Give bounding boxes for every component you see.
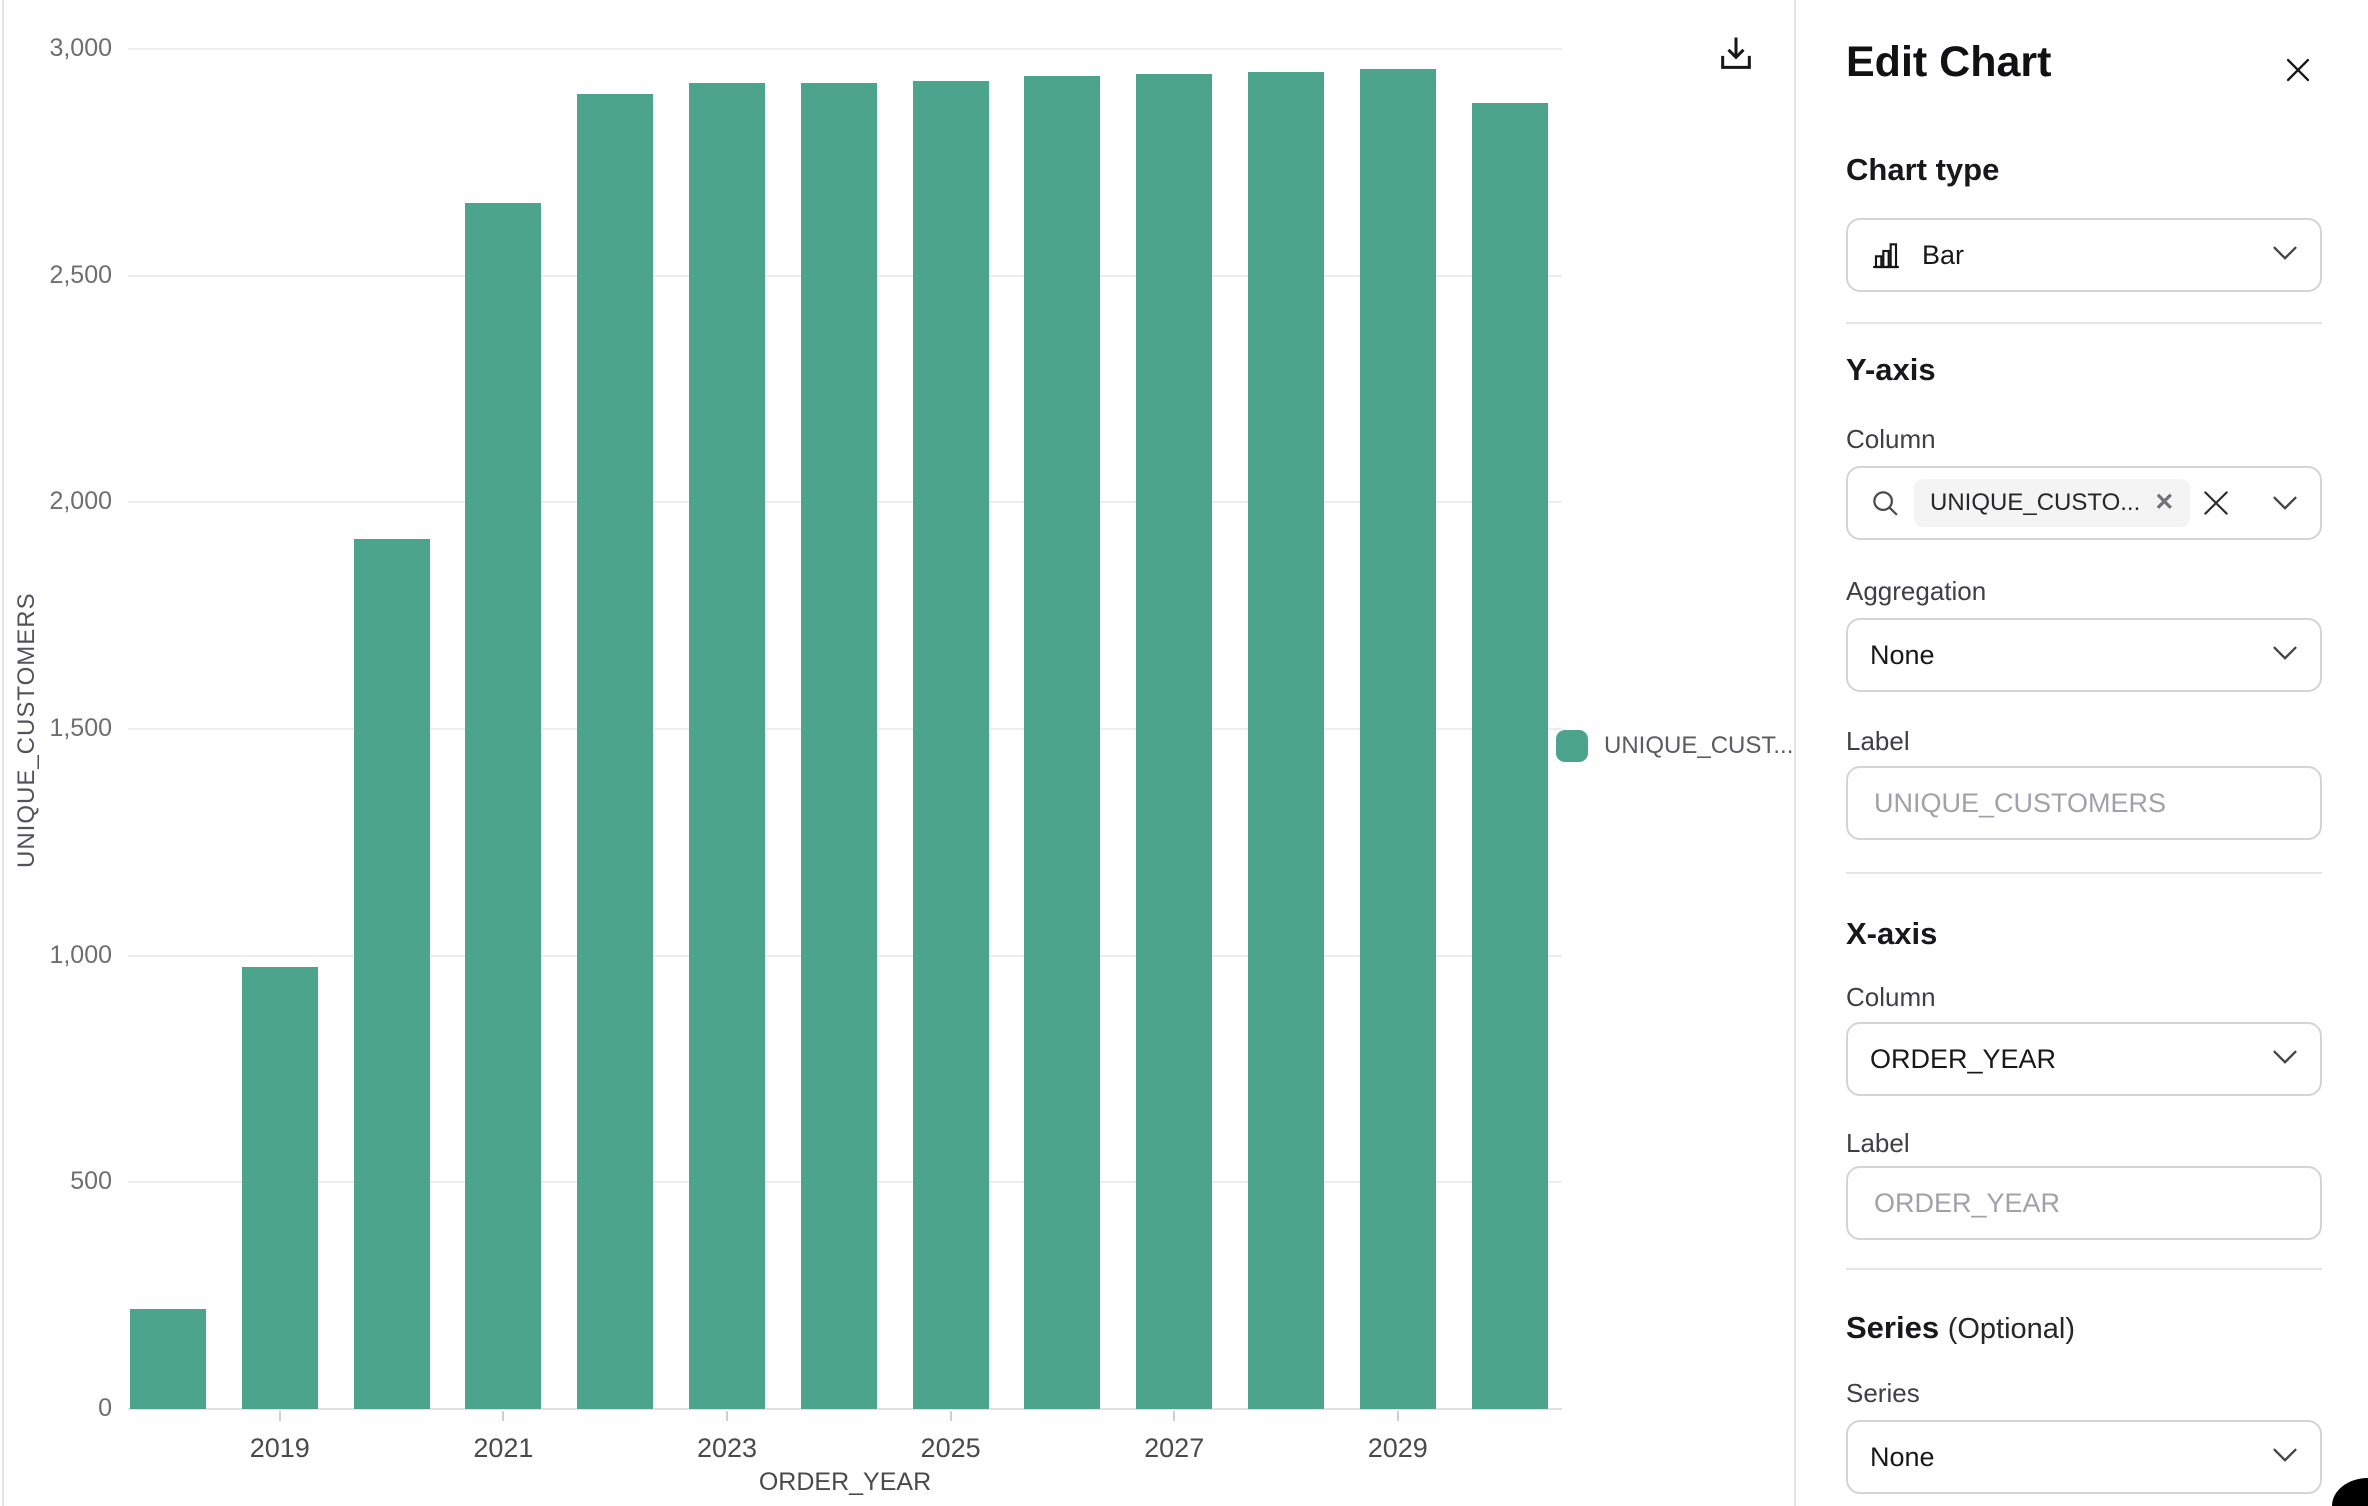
bar-2021 — [465, 203, 542, 1409]
bar-2024 — [800, 83, 877, 1409]
search-icon — [1870, 488, 1900, 518]
section-divider — [1846, 872, 2322, 874]
bar-2018 — [130, 1309, 206, 1409]
x-tick-2023 — [726, 1411, 728, 1421]
y-column-combobox[interactable]: UNIQUE_CUSTO... ✕ — [1846, 466, 2322, 540]
series-label: Series — [1846, 1378, 1920, 1408]
bar-2025 — [912, 80, 989, 1409]
series-heading-suffix: (Optional) — [1947, 1313, 2076, 1345]
x-tick-label-2029: 2029 — [1367, 1433, 1428, 1463]
series-select[interactable]: None — [1846, 1420, 2322, 1494]
bar-2027 — [1136, 73, 1213, 1409]
y-tick-label-1500: 1,500 — [49, 714, 112, 742]
y-tick-label-2000: 2,000 — [49, 487, 112, 516]
x-tick-label-2019: 2019 — [249, 1433, 310, 1463]
chart-type-select[interactable]: Bar — [1846, 218, 2322, 292]
chart-type-value: Bar — [1922, 239, 1965, 270]
bar-2026 — [1024, 76, 1101, 1409]
x-column-select[interactable]: ORDER_YEAR — [1846, 1022, 2322, 1096]
y-axis-heading: Y-axis — [1846, 352, 1936, 387]
x-tick-2027 — [1173, 1411, 1176, 1421]
x-axis-title: ORDER_YEAR — [758, 1468, 932, 1496]
aggregation-label: Aggregation — [1846, 576, 1987, 606]
y-tick-label-500: 500 — [70, 1167, 112, 1196]
left-edge-divider — [2, 0, 4, 1506]
y-tick-label-3000: 3,000 — [49, 34, 112, 62]
y-column-label: Column — [1846, 424, 1936, 454]
bar-2023 — [689, 83, 765, 1409]
y-label-label: Label — [1846, 726, 1910, 756]
bar-2019 — [241, 967, 318, 1409]
panel-title: Edit Chart — [1846, 38, 2052, 86]
x-tick-label-2023: 2023 — [696, 1433, 758, 1463]
bar-2029 — [1359, 69, 1436, 1409]
series-heading: Series (Optional) — [1846, 1310, 2075, 1346]
y-tick-label-2500: 2,500 — [49, 260, 112, 289]
bar-chart: UNIQUE_CUSTOMERS 0 500 1,000 1,500 2,000 2,50… — [13, 26, 1793, 1496]
y-label-input[interactable] — [1846, 766, 2322, 840]
bar-2022 — [577, 94, 654, 1409]
chevron-down-icon — [2272, 645, 2298, 666]
close-icon — [2281, 53, 2315, 92]
gridline-3000 — [128, 48, 1562, 50]
legend-swatch — [1556, 730, 1588, 762]
legend-item[interactable]: UNIQUE_CUST... — [1556, 730, 1793, 762]
x-column-label: Column — [1846, 982, 1936, 1012]
chart-type-heading: Chart type — [1846, 152, 2000, 187]
x-tick-label-2021: 2021 — [473, 1433, 534, 1463]
download-icon — [1716, 34, 1756, 79]
series-heading-text: Series — [1846, 1310, 1940, 1345]
gridline-0 — [128, 1408, 1562, 1410]
y-column-chip[interactable]: UNIQUE_CUSTO... ✕ — [1914, 479, 2191, 527]
chevron-down-icon[interactable] — [2272, 495, 2298, 511]
legend-label: UNIQUE_CUST... — [1604, 732, 1794, 759]
bar-chart-icon — [1870, 239, 1902, 271]
x-tick-2029 — [1396, 1411, 1399, 1421]
x-axis-heading: X-axis — [1846, 916, 1938, 951]
download-button[interactable] — [1706, 26, 1766, 86]
chevron-down-icon — [2272, 245, 2298, 266]
x-label-input[interactable] — [1846, 1166, 2322, 1240]
y-tick-label-1000: 1,000 — [49, 940, 112, 969]
aggregation-value: None — [1870, 639, 1935, 670]
bar-2030 — [1471, 103, 1548, 1409]
y-column-chip-label: UNIQUE_CUSTO... — [1930, 489, 2141, 516]
x-tick-label-2027: 2027 — [1144, 1433, 1205, 1463]
x-tick-2019 — [278, 1411, 281, 1421]
close-button[interactable] — [2278, 52, 2318, 92]
chevron-down-icon — [2272, 1049, 2298, 1070]
section-divider — [1846, 322, 2322, 324]
x-tick-2025 — [949, 1411, 952, 1421]
chevron-down-icon — [2272, 1447, 2298, 1468]
series-value: None — [1870, 1441, 1935, 1472]
bar-2020 — [353, 538, 430, 1409]
x-column-value: ORDER_YEAR — [1870, 1043, 2057, 1074]
x-tick-2021 — [502, 1411, 505, 1421]
aggregation-select[interactable]: None — [1846, 618, 2322, 692]
edit-chart-panel: Edit Chart Chart type Bar — [1794, 0, 2368, 1506]
x-small-icon[interactable]: ✕ — [2154, 489, 2175, 516]
x-tick-label-2025: 2025 — [920, 1433, 981, 1463]
y-tick-label-0: 0 — [98, 1394, 112, 1422]
bar-2028 — [1248, 71, 1324, 1409]
x-clear-icon[interactable] — [2200, 487, 2232, 519]
x-label-label: Label — [1846, 1128, 1910, 1158]
section-divider — [1846, 1268, 2322, 1270]
